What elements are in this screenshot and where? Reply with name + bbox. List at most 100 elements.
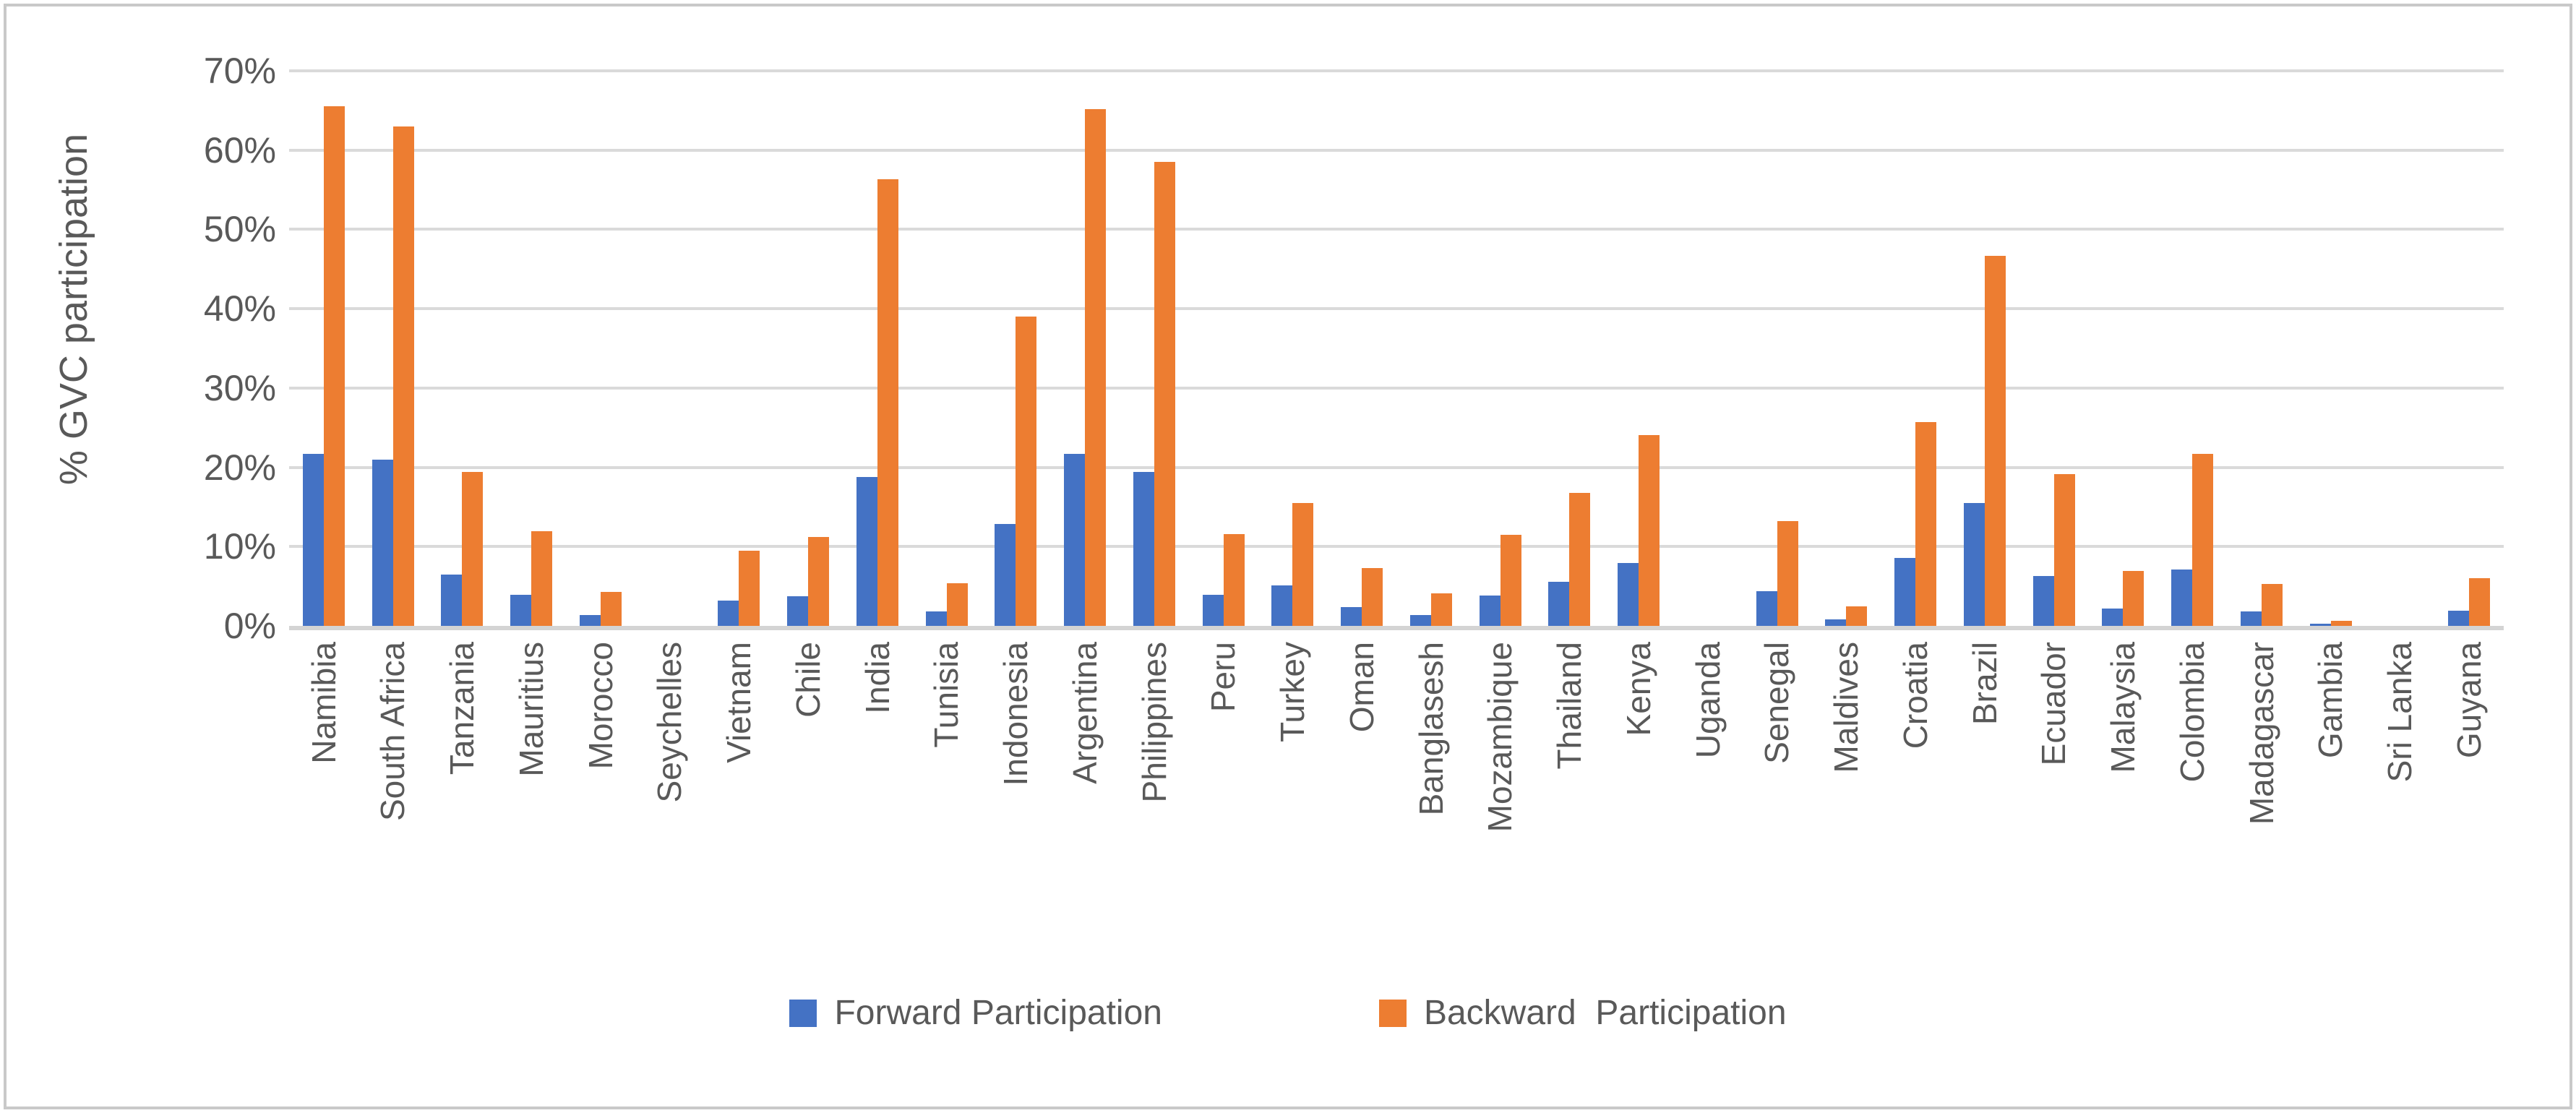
x-label-slot: Gambia <box>2296 642 2366 989</box>
y-tick-label: 40% <box>203 288 276 330</box>
bar-forward <box>1271 585 1293 626</box>
y-axis-tick-labels: 70% 60% 50% 40% 30% 20% 10% 0% <box>0 51 276 646</box>
bar-group <box>2019 71 2089 626</box>
bar-forward <box>2032 575 2054 626</box>
bar-group <box>1327 71 1396 626</box>
bar-backward <box>1777 521 1798 626</box>
bar-group <box>1189 71 1258 626</box>
bar-forward <box>1548 581 1570 626</box>
bar-group <box>2296 71 2366 626</box>
chart-frame-border <box>4 4 2572 1109</box>
bar-group <box>2227 71 2296 626</box>
bar-group <box>843 71 912 626</box>
bar-group <box>635 71 705 626</box>
x-axis-label: Oman <box>1342 642 1381 733</box>
x-label-slot: Mozambique <box>1466 642 1535 989</box>
x-label-slot: Banglasesh <box>1396 642 1466 989</box>
bar-backward <box>808 537 830 626</box>
bar-group <box>912 71 982 626</box>
x-axis-label: South Africa <box>374 642 412 822</box>
bar-forward <box>372 459 393 626</box>
bar-forward <box>2448 611 2470 626</box>
x-label-slot: Tanzania <box>428 642 497 989</box>
x-label-slot: India <box>843 642 912 989</box>
bar-group <box>1120 71 1189 626</box>
bar-forward <box>302 453 324 626</box>
bar-backward <box>1500 534 1521 626</box>
x-label-slot: Colombia <box>2158 642 2227 989</box>
bar-forward <box>995 523 1016 626</box>
bar-backward <box>2469 578 2491 626</box>
bar-forward <box>1825 619 1847 626</box>
bar-group <box>497 71 566 626</box>
bar-group <box>2158 71 2227 626</box>
x-axis-label: Thailand <box>1550 642 1589 770</box>
bar-backward <box>1085 108 1107 626</box>
y-tick-label: 0% <box>223 606 276 646</box>
bar-forward <box>1202 595 1224 626</box>
bar-group <box>1881 71 1950 626</box>
gridline <box>289 148 2504 152</box>
y-tick-label: 20% <box>203 447 276 488</box>
x-label-slot: Morocco <box>566 642 635 989</box>
x-axis-label: Turkey <box>1274 642 1312 742</box>
x-label-slot: Kenya <box>1604 642 1673 989</box>
legend-label: Backward Participation <box>1423 994 1787 1032</box>
legend-label: Forward Participation <box>834 994 1162 1032</box>
x-axis-labels: Namibia South Africa Tanzania Mauritius Moro… <box>289 642 2504 989</box>
x-label-slot: Philippines <box>1120 642 1189 989</box>
x-axis-label: Gambia <box>2311 642 2350 759</box>
bar-backward <box>1362 567 1383 626</box>
bar-group <box>982 71 1051 626</box>
bar-backward <box>877 179 898 626</box>
bar-forward <box>2102 608 2124 626</box>
bar-forward <box>1341 606 1362 626</box>
x-axis-label: Guyana <box>2450 642 2488 759</box>
bar-backward <box>739 550 760 626</box>
x-label-slot: Vietnam <box>705 642 774 989</box>
x-axis-label: Indonesia <box>997 642 1035 786</box>
y-tick-label: 30% <box>203 367 276 408</box>
bar-forward <box>2240 611 2262 626</box>
x-axis-label: Mauritius <box>512 642 550 777</box>
bar-backward <box>531 531 553 626</box>
x-axis-label: Croatia <box>1896 642 1934 749</box>
bar-backward <box>1154 162 1175 626</box>
bar-backward <box>2261 583 2283 626</box>
bar-forward <box>856 476 877 626</box>
bar-backward <box>2330 621 2352 626</box>
x-axis-label: Banglasesh <box>1412 642 1450 816</box>
gridline <box>289 69 2504 72</box>
x-axis-label: Peru <box>1204 642 1242 713</box>
x-axis-label: Seychelles <box>651 642 689 803</box>
x-axis-label: Malaysia <box>2104 642 2142 773</box>
legend-swatch-icon <box>1378 999 1407 1027</box>
bar-backward <box>1223 533 1245 626</box>
legend-swatch-icon <box>789 999 817 1027</box>
bar-group <box>1466 71 1535 626</box>
gridline <box>289 386 2504 390</box>
x-label-slot: Brazil <box>1950 642 2019 989</box>
x-label-slot: Sri Lanka <box>2366 642 2435 989</box>
x-label-slot: Guyana <box>2434 642 2504 989</box>
bar-forward <box>510 595 532 626</box>
bar-backward <box>946 583 968 626</box>
bar-forward <box>1963 502 1985 626</box>
x-label-slot: Thailand <box>1535 642 1605 989</box>
legend: Forward Participation Backward Participat… <box>0 993 2576 1033</box>
x-label-slot: Indonesia <box>982 642 1051 989</box>
x-label-slot: Senegal <box>1743 642 1812 989</box>
bar-backward <box>1846 606 1868 626</box>
bar-forward <box>1894 557 1916 626</box>
bar-group <box>289 71 359 626</box>
legend-item: Forward Participation <box>789 993 1162 1033</box>
bar-forward <box>441 574 463 626</box>
bar-group <box>2434 71 2504 626</box>
bar-backward <box>2192 453 2214 626</box>
x-axis-label: India <box>858 642 896 714</box>
x-axis-label: Chile <box>789 642 827 718</box>
bar-forward <box>925 611 947 626</box>
bar-backward <box>1915 422 1937 626</box>
bar-forward <box>2309 623 2331 626</box>
